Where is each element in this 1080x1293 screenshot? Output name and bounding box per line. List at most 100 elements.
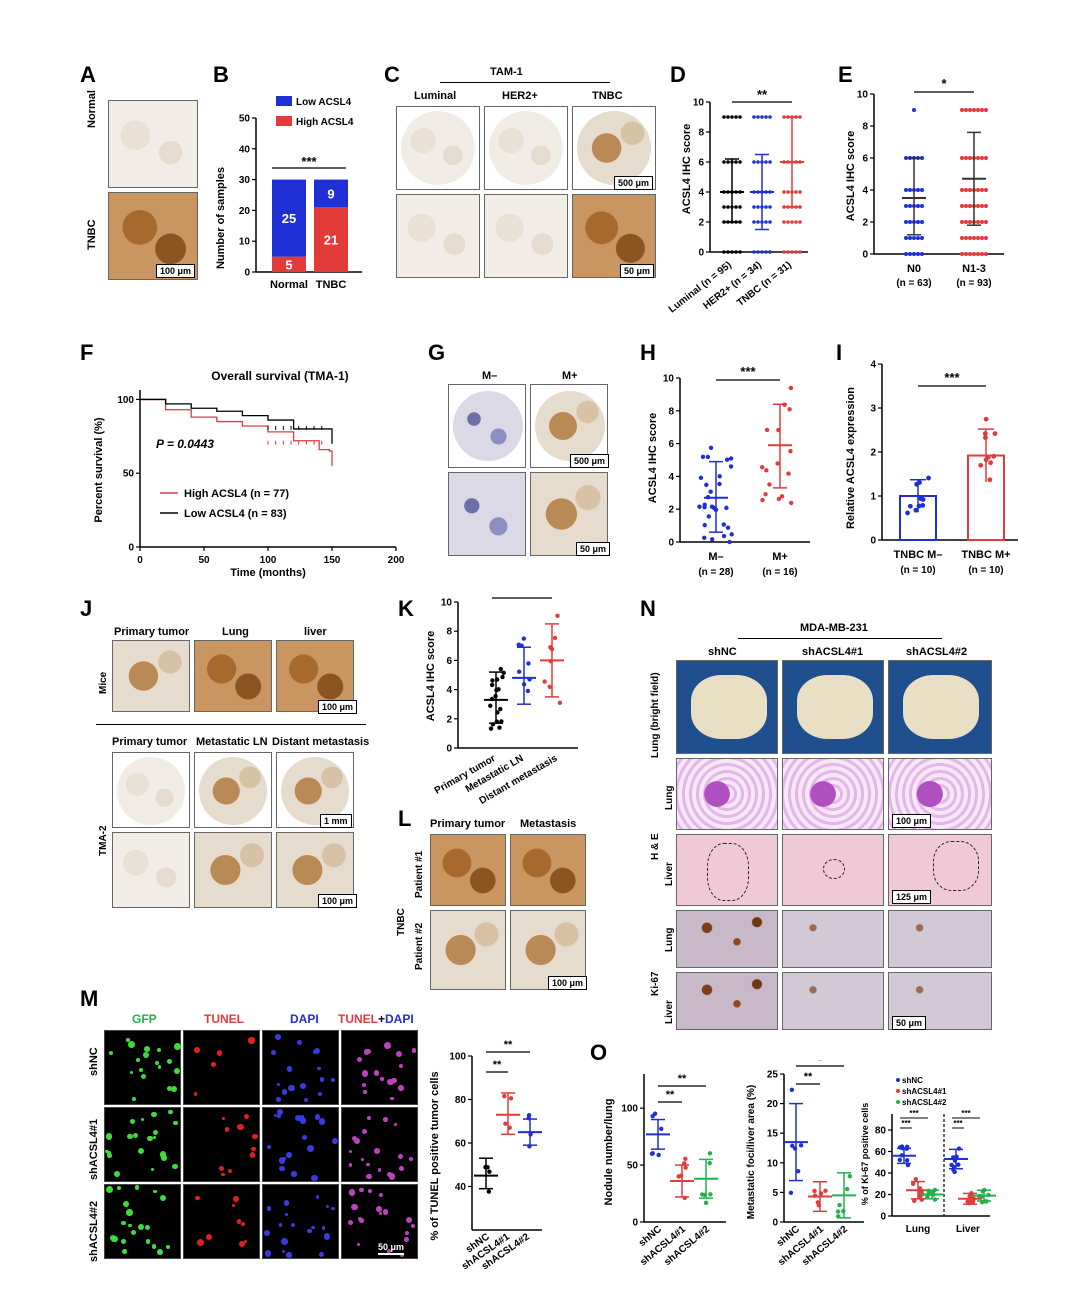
x-n-tnbc-m-pos: (n = 10) [968,565,1003,576]
ihc-image-p2-primary [430,910,506,990]
x-n-n0: (n = 63) [896,278,931,289]
data-point [756,115,760,119]
data-point [960,252,964,256]
data-point [794,250,798,254]
data-point [722,220,726,224]
chart-i: Relative ACSL4 expression 0 1 2 3 4 *** TNBC… [845,360,1018,576]
fluorescence-image [262,1184,339,1259]
y-tick-label: 20 [239,206,251,217]
y-axis-label: Relative ACSL4 expression [845,387,857,529]
y-tick-label: 4 [862,186,868,197]
x-tick-label: TNBC [316,279,347,291]
fluorescence-image [262,1030,339,1105]
data-point [920,204,924,208]
data-point [726,205,730,209]
data-point [904,188,908,192]
significance-o2-2: * [818,1060,823,1067]
data-point [912,252,916,256]
y-tick-label: 8 [698,128,704,139]
data-point [734,250,738,254]
ki67-liver-shacsl4-1 [782,972,884,1030]
col-label-primary-2: Primary tumor [112,736,188,748]
data-point [916,188,920,192]
data-point [980,108,984,112]
panel-label-f: F [80,340,94,365]
col-label-primary: Primary tumor [114,626,190,638]
lung-image-shnc [676,660,778,754]
data-point [656,1152,661,1158]
x-label-n13: N1-3 [962,263,986,275]
data-point [976,204,980,208]
data-point [547,684,553,690]
p-value: P = 0.0443 [156,437,214,451]
fluorescence-image [262,1107,339,1182]
chart-h: ACSL4 IHC score 0 2 4 6 8 10 *** M– M+ (n = 2… [647,364,810,578]
data-point [659,1126,664,1131]
data-point [726,250,730,254]
ihc-image-p1-primary [430,834,506,906]
data-point [708,489,713,494]
ihc-image-p1-metastasis [510,834,586,906]
data-point [925,1194,930,1200]
data-point [972,108,976,112]
data-point [920,252,924,256]
data-point [721,533,727,539]
data-point [764,205,768,209]
ihc-image-primary-zoom [112,832,190,908]
significance-e: * [941,76,947,91]
row-label-patient2: Patient #2 [414,922,425,970]
col-label-lung: Lung [222,626,249,638]
data-point [795,1169,801,1174]
y-tick-label: 80 [455,1095,467,1106]
y-tick-label: 6 [698,158,704,169]
ihc-image-m-neg [448,472,526,556]
ihc-image-tnbc [108,192,198,280]
y-tick-label: 0 [244,268,250,279]
data-point [729,532,734,537]
panel-label-a: A [80,62,96,87]
data-point [756,160,760,164]
data-point [555,613,560,618]
data-point [717,474,722,479]
fluorescence-image [341,1107,418,1182]
data-point [920,497,926,502]
data-point [752,160,756,164]
data-point [920,156,924,160]
y-tick-label: 0 [668,538,674,549]
data-point [707,1151,713,1156]
significance-o1-2: ** [678,1073,687,1085]
panel-label-j: J [80,596,93,621]
data-point [984,156,988,160]
legend-label-shacsl4-2: shACSL4#2 [902,1098,947,1107]
data-point [980,252,984,256]
data-point [498,706,503,712]
panel-label-h: H [640,340,656,365]
data-point [912,1198,917,1204]
data-point [980,236,984,240]
y-axis-label: ACSL4 IHC score [425,631,437,721]
data-point [782,115,786,119]
he-lung-shacsl4-1 [782,758,884,830]
data-point [905,510,910,516]
panel-label-l: L [398,806,412,831]
data-point [964,156,968,160]
data-point [698,475,704,481]
data-point [489,682,495,688]
data-point [798,190,802,194]
x-tick-label: 150 [324,555,341,566]
row-group-ki67: Ki-67 [650,971,661,996]
row-label-mice: Mice [98,671,109,694]
col-label-tunel: TUNEL [204,1012,244,1026]
row-label-patient1: Patient #1 [414,850,425,898]
fluorescence-image [341,1184,418,1259]
data-point [920,236,924,240]
data-point [794,190,798,194]
data-point [904,204,908,208]
data-point [738,220,742,224]
scale-bar: 500 μm [570,454,610,468]
survival-curve [140,398,333,466]
data-point [782,190,786,194]
data-point [968,204,972,208]
significance-o1-1: ** [666,1089,675,1101]
y-tick-label: 0 [128,543,134,554]
